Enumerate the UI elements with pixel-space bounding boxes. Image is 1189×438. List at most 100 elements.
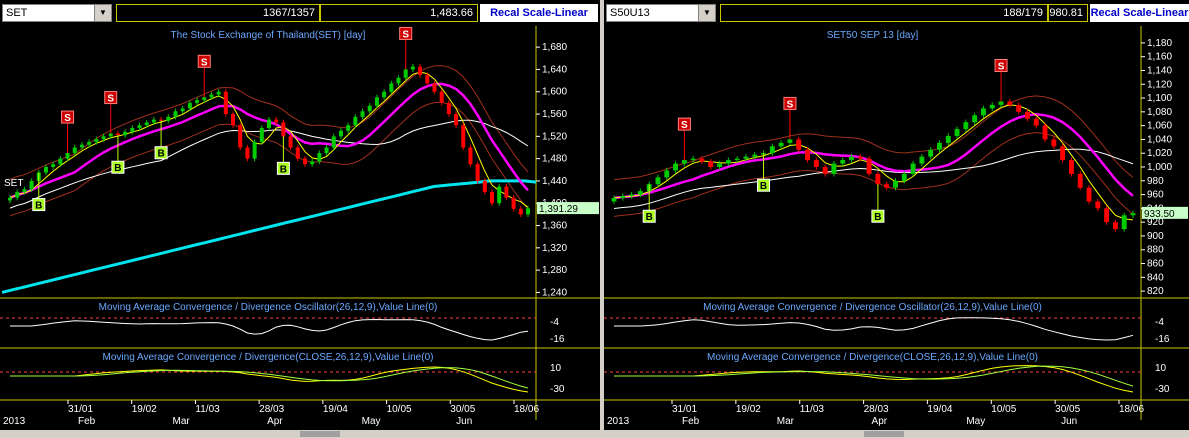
candle-body	[187, 102, 192, 109]
candle-body	[238, 125, 243, 148]
y-tick-label: 1,320	[542, 243, 567, 254]
candle-body	[1121, 215, 1127, 230]
candle-body	[29, 180, 34, 190]
signal-label: S	[787, 99, 794, 110]
horizontal-scrollbar[interactable]	[604, 430, 1189, 438]
candle-body	[130, 127, 135, 132]
candle-body	[346, 125, 351, 131]
chevron-down-icon[interactable]: ▼	[698, 5, 715, 21]
sell-signal	[994, 59, 1008, 72]
macd-osc-line	[10, 318, 529, 341]
y-tick-label: 1,680	[542, 42, 567, 53]
price-chart[interactable]: SET50 SEP 13 [day] 1,180 1,160 1,140 1,120 1,…	[604, 26, 1189, 430]
bollinger-upper-line	[613, 95, 1134, 181]
candle-body	[928, 149, 934, 157]
date-tick-label: 30/05	[450, 404, 475, 415]
price-chart[interactable]: The Stock Exchange of Thailand(SET) [day…	[0, 26, 600, 430]
candle-body	[655, 177, 661, 185]
candle-body	[945, 135, 951, 143]
last-price-tag	[1142, 206, 1188, 219]
candle-body	[22, 189, 27, 193]
candle-body	[266, 119, 272, 128]
symbol-select[interactable]: SET ▼	[2, 4, 112, 22]
candle-body	[497, 186, 502, 204]
candle-body	[454, 114, 459, 126]
y-tick-label: 860	[1147, 259, 1164, 270]
candle-body	[259, 127, 264, 142]
candle-body	[743, 156, 749, 159]
candle-body	[1086, 187, 1092, 202]
recal-scale-button[interactable]: Recal Scale-Linear	[480, 4, 598, 22]
buy-signal	[32, 198, 46, 212]
candle-body	[482, 180, 487, 193]
candle-body	[1104, 208, 1110, 223]
recal-scale-button[interactable]: Recal Scale-Linear	[1090, 4, 1189, 22]
candle-body	[382, 91, 387, 98]
symbol-select[interactable]: S50U13 ▼	[606, 4, 716, 22]
macd-osc-title: Moving Average Convergence / Divergence …	[99, 302, 438, 313]
candle-body	[209, 94, 214, 98]
candle-body	[831, 163, 837, 174]
candle-body	[367, 105, 372, 112]
signal-label: S	[107, 94, 114, 105]
y-tick-label: 1,080	[1147, 107, 1172, 118]
y-tick-label: 1,000	[1147, 162, 1172, 173]
candle-body	[475, 164, 480, 181]
y-tick-label: 1,280	[542, 265, 567, 276]
candle-body	[840, 160, 846, 164]
candle-body	[778, 142, 784, 147]
y-tick-label: 10	[550, 363, 562, 374]
candle-body	[857, 156, 863, 159]
signal-label: B	[157, 149, 164, 160]
candle-body	[310, 161, 315, 165]
candle-body	[664, 170, 670, 178]
candle-body	[504, 186, 509, 198]
candle-body	[317, 153, 322, 162]
y-tick-label: 10	[1155, 363, 1167, 374]
signal-label: B	[874, 212, 881, 223]
candle-body	[1060, 146, 1066, 161]
buy-signal	[154, 146, 168, 160]
horizontal-scrollbar[interactable]	[0, 430, 600, 438]
candle-body	[252, 141, 257, 159]
candle-body	[681, 160, 687, 164]
candle-body	[954, 129, 960, 136]
sell-signal	[61, 110, 75, 124]
candle-body	[324, 147, 329, 154]
candle-body	[468, 147, 473, 165]
candle-body	[919, 156, 925, 164]
candle-body	[108, 133, 113, 137]
chevron-down-icon[interactable]: ▼	[94, 5, 111, 21]
month-tick-label: May	[362, 416, 381, 427]
macd-signal-line	[10, 367, 529, 389]
candle-body	[1016, 104, 1022, 112]
candle-body	[15, 192, 20, 198]
y-tick-label: 980	[1147, 176, 1164, 187]
candle-body	[231, 114, 236, 126]
macd-line	[614, 365, 1134, 393]
candle-body	[43, 167, 48, 173]
month-tick-label: Apr	[872, 416, 888, 427]
candle-body	[717, 163, 723, 167]
scrollbar-thumb[interactable]	[300, 431, 340, 437]
panel-divider[interactable]	[600, 0, 604, 438]
y-tick-label: -30	[1155, 384, 1170, 395]
last-price-value: 933.50	[1144, 209, 1175, 220]
buy-signal	[642, 209, 656, 223]
date-tick-label: 31/01	[672, 404, 697, 415]
scrollbar-thumb[interactable]	[864, 431, 904, 437]
last-price-tag	[537, 202, 599, 215]
y-tick-label: 1,240	[542, 287, 567, 298]
month-tick-label: May	[966, 416, 985, 427]
buy-signal	[871, 209, 885, 223]
sell-signal	[783, 96, 797, 110]
y-tick-label: 820	[1147, 286, 1164, 297]
date-tick-label: 30/05	[1055, 404, 1080, 415]
signal-label: B	[760, 181, 767, 192]
month-tick-label: Apr	[267, 416, 283, 427]
month-tick-label: Feb	[78, 416, 96, 427]
candle-body	[418, 66, 423, 76]
candle-body	[7, 197, 13, 201]
month-tick-label: Jun	[456, 416, 472, 427]
candle-body	[1024, 111, 1030, 119]
